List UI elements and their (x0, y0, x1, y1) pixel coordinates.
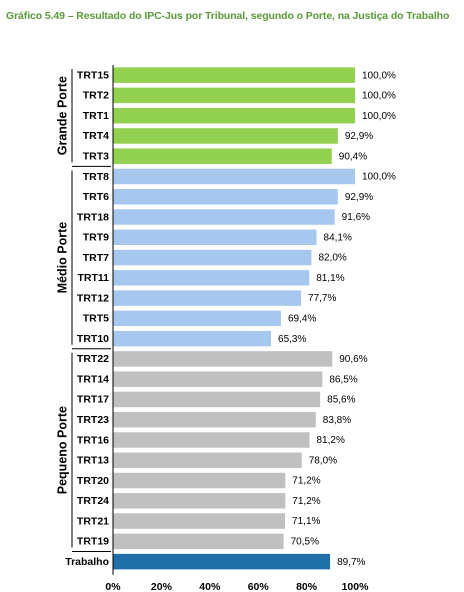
value-label: 84,1% (324, 232, 352, 243)
value-label: 92,9% (345, 131, 373, 142)
bar (113, 310, 281, 327)
bar (113, 472, 286, 489)
bar (113, 493, 286, 509)
bar (113, 391, 321, 408)
value-label: 71,2% (292, 496, 320, 507)
category-label: TRT19 (77, 536, 109, 548)
bar (113, 330, 272, 347)
bar (113, 249, 312, 266)
category-label: TRT2 (83, 90, 109, 102)
x-tick-label: 100% (342, 581, 370, 592)
x-tick-label: 60% (248, 581, 270, 592)
group-label: Pequeno Porte (55, 406, 69, 494)
bar (113, 533, 284, 550)
value-label: 82,0% (318, 253, 346, 264)
bar (113, 452, 302, 469)
value-label: 85,6% (327, 395, 355, 406)
value-label: 91,6% (342, 212, 370, 223)
value-label: 83,8% (323, 415, 351, 426)
bar (113, 67, 355, 83)
bar (113, 229, 317, 246)
category-label: TRT4 (83, 130, 109, 142)
value-label: 90,4% (339, 151, 367, 162)
bar (113, 107, 355, 124)
category-label: TRT20 (77, 475, 109, 487)
category-label: TRT1 (83, 110, 109, 122)
bar (113, 411, 316, 428)
bar-layer: TRT15 100,0% TRT2 100,0% TRT1 100,0% TRT4 92,9%… (65, 67, 396, 570)
category-label: TRT8 (83, 171, 109, 183)
value-label: 71,2% (292, 476, 320, 487)
category-label: TRT9 (83, 232, 109, 244)
bar (113, 371, 323, 387)
category-label: TRT7 (83, 252, 109, 264)
bar (113, 189, 338, 205)
bar (113, 128, 338, 144)
value-label: 81,2% (317, 435, 345, 446)
category-label: TRT5 (83, 313, 109, 325)
value-label: 65,3% (278, 334, 306, 345)
category-label: TRT14 (77, 373, 109, 385)
x-tick-label: 40% (199, 581, 221, 592)
category-label: TRT10 (77, 333, 109, 345)
category-label: TRT21 (77, 515, 109, 527)
value-label: 70,5% (291, 536, 319, 547)
bar (113, 209, 335, 225)
axis-layer: 0% 20% 40% 60% 80% 100% (105, 65, 369, 592)
bar (113, 553, 331, 570)
x-tick-label: 80% (296, 581, 318, 592)
bar (113, 351, 333, 367)
value-label: 71,1% (292, 516, 320, 527)
x-tick-label: 20% (151, 581, 173, 592)
category-label: Trabalho (65, 556, 109, 568)
category-label: TRT17 (77, 394, 109, 406)
category-label: TRT16 (77, 434, 109, 446)
value-label: 86,5% (329, 374, 357, 385)
value-label: 81,1% (316, 273, 344, 284)
category-label: TRT22 (77, 353, 109, 365)
category-label: TRT15 (77, 69, 109, 81)
bar (113, 148, 332, 164)
x-tick-label: 0% (105, 581, 121, 592)
value-label: 100,0% (362, 70, 396, 81)
value-label: 92,9% (345, 192, 373, 203)
value-label: 89,7% (337, 557, 365, 568)
bar (113, 290, 302, 306)
value-label: 100,0% (362, 111, 396, 122)
category-label: TRT13 (77, 455, 109, 467)
value-label: 90,6% (339, 354, 367, 365)
group-label: Médio Porte (55, 222, 69, 294)
category-label: TRT24 (77, 495, 109, 507)
value-label: 100,0% (362, 91, 396, 102)
bar (113, 87, 355, 104)
bar (113, 270, 310, 286)
group-layer: Grande Porte Médio Porte Pequeno Porte (55, 69, 111, 552)
category-label: TRT6 (83, 191, 109, 203)
value-label: 100,0% (362, 172, 396, 183)
bar (113, 168, 355, 185)
category-label: TRT3 (83, 150, 109, 162)
value-label: 78,0% (309, 455, 337, 466)
value-label: 69,4% (288, 314, 316, 325)
bar (113, 432, 310, 448)
category-label: TRT12 (77, 292, 109, 304)
chart-title: Gráfico 5.49 – Resultado do IPC-Jus por … (6, 10, 450, 22)
category-label: TRT18 (77, 211, 109, 223)
bar (113, 513, 286, 529)
category-label: TRT23 (77, 414, 109, 426)
value-label: 77,7% (308, 293, 336, 304)
category-label: TRT11 (77, 272, 109, 284)
group-label: Grande Porte (55, 76, 69, 155)
